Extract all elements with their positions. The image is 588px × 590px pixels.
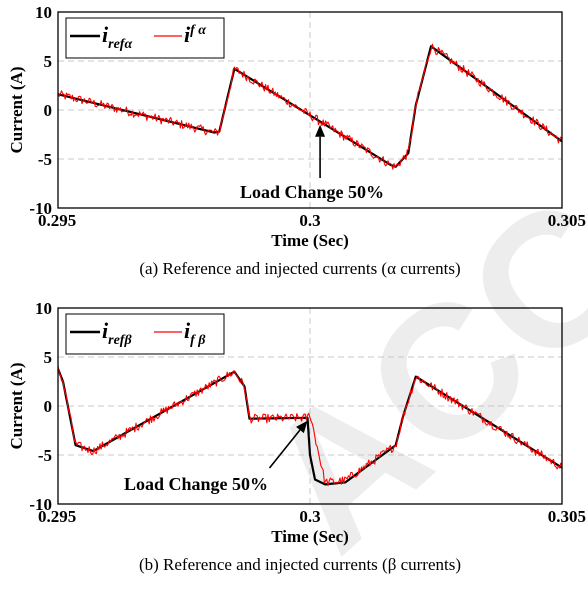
y-tick-label: 0 [44, 397, 53, 416]
chart-b-lines [58, 365, 562, 487]
x-tick-label: 0.305 [548, 211, 586, 230]
chart-a-annotation-arrowhead [315, 124, 326, 137]
chart-b-frame [57, 307, 563, 505]
watermark: ACC [224, 157, 588, 590]
chart-b-annotation-arrow [268, 429, 301, 469]
y-tick-label: -5 [38, 150, 52, 169]
chart-b-annotation-arrowhead [296, 420, 308, 434]
chart-a-caption: (a) Reference and injected currents (α c… [139, 259, 460, 278]
chart-b-annotation: Load Change 50% [124, 420, 308, 494]
chart-a-xlabel: Time (Sec) [271, 231, 349, 250]
chart-a: -10 -5 0 5 10 0.295 0.3 0.305 Current (A) Time… [7, 3, 586, 278]
y-tick-label: -10 [29, 495, 52, 514]
y-tick-label: 5 [44, 348, 53, 367]
x-tick-label: 0.3 [299, 211, 320, 230]
chart-a-lines [58, 43, 562, 170]
y-tick-label: 5 [44, 52, 53, 71]
chart-a-ylabel: Current (A) [7, 66, 26, 153]
chart-b: -10 -5 0 5 10 0.295 0.3 0.305 Current (A) Time… [7, 299, 586, 574]
y-tick-label: -10 [29, 199, 52, 218]
y-tick-label: -5 [38, 446, 52, 465]
series-line-injected [58, 365, 562, 487]
x-tick-label: 0.295 [38, 211, 76, 230]
chart-b-yticks: -10 -5 0 5 10 [29, 299, 52, 514]
x-tick-label: 0.3 [299, 507, 320, 526]
chart-b-caption: (b) Reference and injected currents (β c… [139, 555, 461, 574]
chart-a-yticks: -10 -5 0 5 10 [29, 3, 52, 218]
y-tick-label: 0 [44, 101, 53, 120]
chart-b-legend-label-ref: irefβ [102, 318, 132, 348]
chart-b-legend-box [65, 313, 225, 355]
chart-b-ylabel: Current (A) [7, 362, 26, 449]
chart-a-legend-label-f: if α [184, 22, 206, 47]
chart-a-legend-label-ref: irefα [102, 22, 132, 52]
chart-a-frame [57, 11, 563, 209]
chart-a-legend-box [65, 17, 225, 59]
y-tick-label: 10 [35, 3, 52, 22]
series-line-injected [58, 43, 562, 170]
x-tick-label: 0.305 [548, 507, 586, 526]
chart-a-annotation-text: Load Change 50% [240, 182, 384, 202]
chart-b-legend-label-f: if β [184, 318, 206, 348]
chart-a-xticks: 0.295 0.3 0.305 [38, 211, 586, 230]
chart-b-annotation-text: Load Change 50% [124, 474, 268, 494]
y-tick-label: 10 [35, 299, 52, 318]
x-tick-label: 0.295 [38, 507, 76, 526]
chart-b-legend: irefβ if β [65, 313, 225, 355]
chart-a-annotation: Load Change 50% [240, 124, 384, 202]
chart-a-legend: irefα if α [65, 17, 225, 59]
chart-b-xlabel: Time (Sec) [271, 527, 349, 546]
chart-b-xticks: 0.295 0.3 0.305 [38, 507, 586, 526]
